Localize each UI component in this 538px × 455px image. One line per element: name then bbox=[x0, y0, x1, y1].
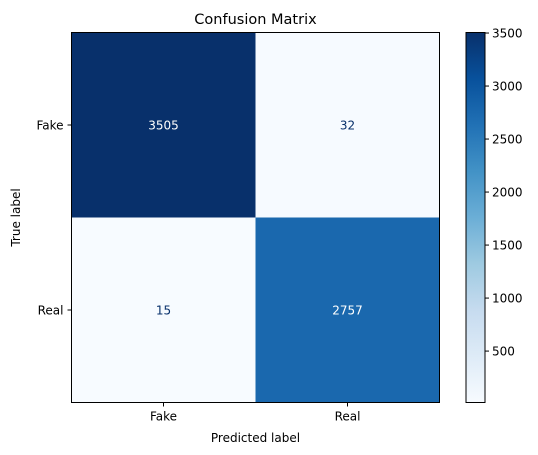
colorbar bbox=[465, 32, 486, 403]
x-tick-label: Real bbox=[335, 410, 361, 424]
cell-value-label: 15 bbox=[156, 304, 171, 318]
cell-fake-real bbox=[255, 32, 440, 218]
x-tick-label: Fake bbox=[150, 410, 177, 424]
cell-real-real bbox=[255, 217, 440, 403]
plot-frame bbox=[71, 32, 440, 403]
colorbar-tick-label: 2000 bbox=[492, 186, 523, 200]
y-axis-label: True label bbox=[9, 188, 23, 247]
colorbar-tick-label: 500 bbox=[492, 345, 515, 359]
matrix-cells bbox=[71, 32, 440, 403]
x-axis-ticks: Fake Real bbox=[150, 402, 361, 424]
colorbar-ticks: 500 1000 1500 2000 2500 3000 3500 bbox=[485, 27, 523, 359]
cell-value-label: 2757 bbox=[332, 304, 363, 318]
matrix-cell-labels: 3505 32 15 2757 bbox=[148, 119, 363, 318]
colorbar-tick-label: 1500 bbox=[492, 239, 523, 253]
colorbar-tick-label: 3000 bbox=[492, 80, 523, 94]
x-axis-label: Predicted label bbox=[211, 431, 300, 445]
y-tick-label: Fake bbox=[36, 119, 63, 133]
cell-value-label: 3505 bbox=[148, 119, 179, 133]
y-axis-ticks: Fake Real bbox=[36, 119, 72, 318]
cell-fake-fake bbox=[71, 32, 256, 218]
cell-real-fake bbox=[71, 217, 256, 403]
cell-value-label: 32 bbox=[340, 119, 355, 133]
colorbar-tick-label: 1000 bbox=[492, 292, 523, 306]
colorbar-tick-label: 2500 bbox=[492, 133, 523, 147]
y-tick-label: Real bbox=[38, 304, 64, 318]
chart-title: Confusion Matrix bbox=[194, 12, 317, 28]
colorbar-tick-label: 3500 bbox=[492, 27, 523, 41]
